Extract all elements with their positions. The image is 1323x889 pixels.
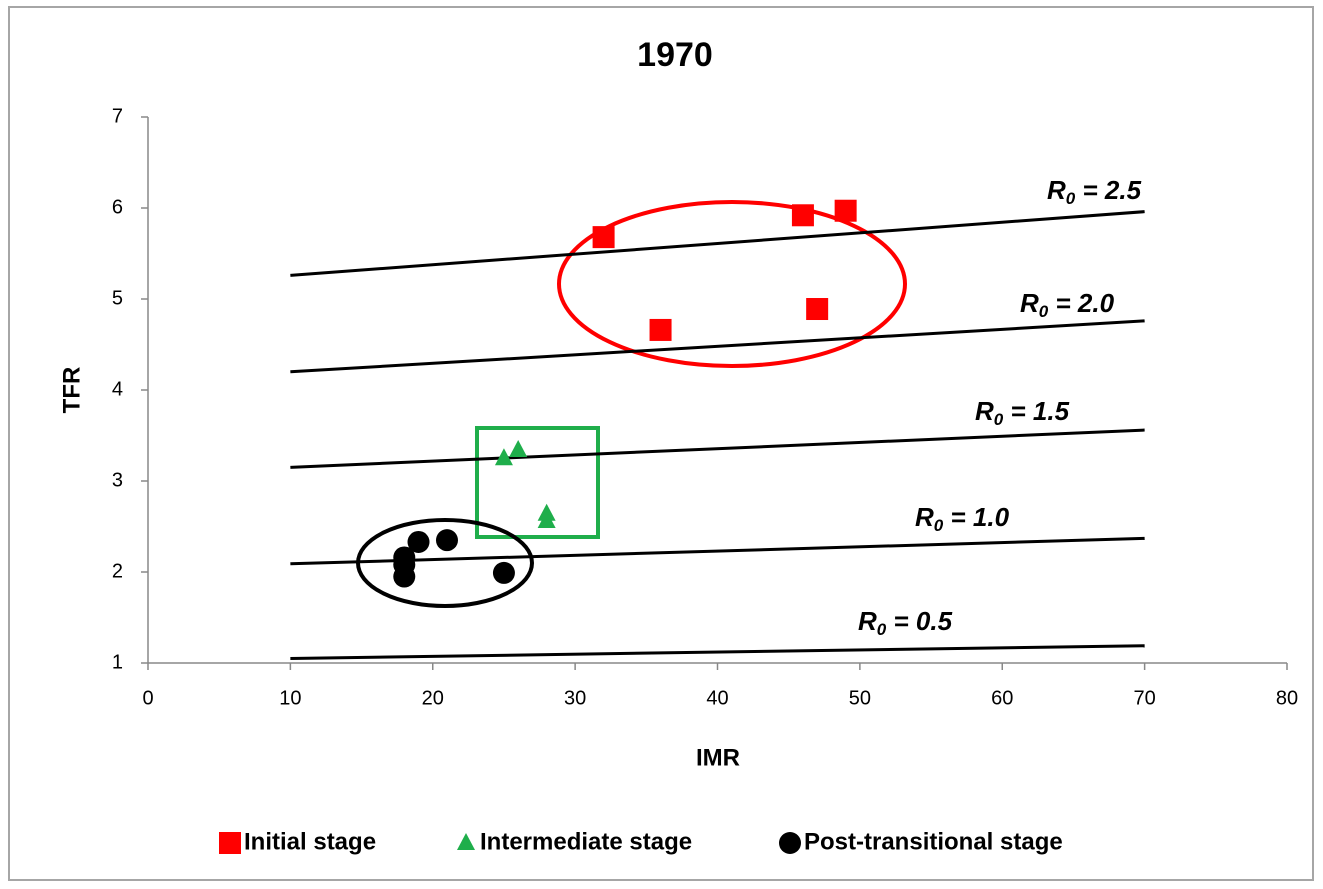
label-text: = 0.5 [886, 606, 952, 636]
x-axis-label: IMR [696, 744, 740, 771]
y-tick-label: 1 [112, 651, 123, 673]
intermediate-box [475, 426, 600, 539]
label-subscript: 0 [934, 516, 944, 535]
x-tick-label: 40 [706, 687, 728, 709]
point [791, 204, 814, 227]
legend-marker [219, 832, 241, 854]
point [649, 318, 672, 341]
label-subscript: 0 [877, 620, 887, 639]
y-tick-label: 2 [112, 560, 123, 582]
x-tick-label: 80 [1276, 687, 1298, 709]
label-text: = 2.0 [1048, 288, 1114, 318]
x-tick-label: 70 [1134, 687, 1156, 709]
label-symbol: R [975, 396, 994, 426]
x-tick-label: 50 [849, 687, 871, 709]
legend-label: Post-transitional stage [804, 828, 1063, 855]
reference-line [290, 319, 1145, 374]
label-text: = 2.5 [1075, 175, 1141, 205]
point [494, 448, 513, 466]
point [407, 530, 430, 553]
x-tick-label: 10 [279, 687, 301, 709]
reference-line [290, 644, 1145, 660]
legend-label: Intermediate stage [480, 828, 692, 855]
legend-marker [779, 832, 801, 854]
x-tick-label: 60 [991, 687, 1013, 709]
chart-border [8, 6, 1314, 881]
label-subscript: 0 [1066, 189, 1076, 208]
y-axis-label: TFR [58, 367, 85, 414]
reference-line [290, 536, 1145, 566]
point [592, 226, 615, 249]
label-symbol: R [915, 502, 934, 532]
x-tick-label: 20 [422, 687, 444, 709]
y-tick-label: 5 [112, 287, 123, 309]
label-subscript: 0 [994, 410, 1004, 429]
point [509, 440, 528, 458]
y-tick-label: 3 [112, 469, 123, 491]
reference-label: R0 = 0.5 [858, 606, 953, 640]
label-symbol: R [1047, 175, 1066, 205]
point [834, 199, 857, 222]
point [393, 565, 416, 588]
point [492, 561, 515, 584]
initial-ellipse [557, 200, 907, 368]
reference-line [290, 428, 1145, 469]
y-tick-label: 6 [112, 196, 123, 218]
reference-line [290, 210, 1145, 277]
label-symbol: R [858, 606, 877, 636]
y-tick-label: 4 [112, 378, 123, 400]
legend-marker [457, 833, 475, 850]
reference-label: R0 = 2.0 [1020, 288, 1115, 322]
label-symbol: R [1020, 288, 1039, 318]
label-subscript: 0 [1039, 302, 1049, 321]
reference-label: R0 = 2.5 [1047, 175, 1142, 209]
legend-label: Initial stage [244, 828, 376, 855]
point [806, 298, 829, 321]
y-tick-label: 7 [112, 105, 123, 127]
x-tick-label: 0 [142, 687, 153, 709]
x-tick-label: 30 [564, 687, 586, 709]
label-text: = 1.0 [943, 502, 1009, 532]
reference-label: R0 = 1.0 [915, 502, 1010, 536]
label-text: = 1.5 [1003, 396, 1069, 426]
point [435, 529, 458, 552]
chart-title: 1970 [637, 36, 713, 74]
reference-label: R0 = 1.5 [975, 396, 1070, 430]
point [537, 511, 556, 529]
